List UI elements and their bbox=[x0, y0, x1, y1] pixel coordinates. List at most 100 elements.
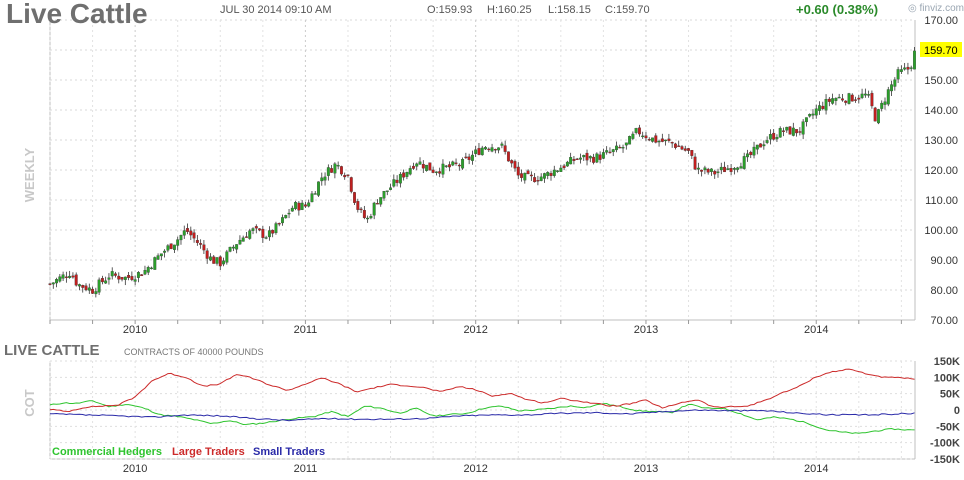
candle-body bbox=[431, 169, 435, 173]
candle-body bbox=[651, 137, 654, 142]
candle-body bbox=[461, 159, 465, 169]
candle-body bbox=[562, 165, 566, 169]
candle-body bbox=[107, 277, 111, 280]
candle-body bbox=[61, 274, 65, 279]
header-low: L:158.15 bbox=[548, 4, 591, 16]
candle-body bbox=[339, 166, 343, 175]
candle-body bbox=[362, 210, 366, 219]
candle-body bbox=[258, 228, 262, 231]
candle-body bbox=[356, 201, 360, 210]
candle-body bbox=[74, 274, 78, 286]
candle-body bbox=[683, 148, 687, 151]
candle-body bbox=[474, 149, 478, 154]
candle-body bbox=[133, 279, 137, 282]
candle-body bbox=[78, 284, 81, 287]
candle-body bbox=[565, 161, 569, 167]
candle-body bbox=[700, 169, 704, 172]
candle-body bbox=[192, 232, 196, 239]
candle-body bbox=[231, 246, 235, 249]
candle-body bbox=[464, 156, 468, 159]
candle-body bbox=[510, 160, 514, 164]
candle-body bbox=[601, 152, 605, 159]
candle-body bbox=[186, 228, 189, 232]
candle-body bbox=[114, 273, 117, 276]
candle-body bbox=[516, 166, 520, 176]
cot-y-tick-label: 0 bbox=[954, 405, 960, 417]
candle-body bbox=[893, 79, 897, 87]
candle-body bbox=[899, 69, 903, 72]
candle-body bbox=[245, 236, 248, 238]
candle-body bbox=[300, 202, 304, 210]
price-x-tick-label: 2011 bbox=[294, 324, 318, 336]
candle-body bbox=[723, 166, 727, 173]
price-x-tick-label: 2014 bbox=[804, 324, 828, 336]
candle-body bbox=[732, 168, 736, 170]
candle-body bbox=[628, 136, 632, 145]
candle-body bbox=[903, 67, 907, 70]
candle-body bbox=[529, 174, 533, 177]
candle-body bbox=[336, 165, 340, 167]
candle-body bbox=[746, 153, 749, 158]
candle-body bbox=[877, 109, 880, 124]
price-axis: 170.00160.00150.00140.00130.00120.00110.… bbox=[123, 15, 958, 336]
candle-body bbox=[64, 276, 68, 278]
candle-body bbox=[130, 276, 134, 280]
candle-body bbox=[716, 171, 720, 173]
candle-body bbox=[742, 156, 746, 169]
candle-body bbox=[526, 170, 530, 175]
candle-body bbox=[484, 147, 487, 150]
candle-body bbox=[153, 257, 157, 270]
candle-body bbox=[359, 208, 363, 211]
candle-body bbox=[870, 92, 874, 107]
candle-body bbox=[791, 127, 795, 136]
candle-body bbox=[303, 204, 307, 207]
candle-body bbox=[136, 272, 140, 278]
price-y-tick-label: 140.00 bbox=[924, 105, 958, 117]
candle-body bbox=[330, 168, 334, 173]
candle-body bbox=[48, 283, 52, 285]
candle-body bbox=[218, 256, 222, 267]
candle-body bbox=[395, 179, 399, 183]
candle-body bbox=[693, 156, 697, 170]
candle-body bbox=[546, 172, 550, 176]
candle-body bbox=[480, 147, 484, 156]
candle-body bbox=[539, 176, 543, 181]
candle-body bbox=[739, 166, 743, 169]
candle-body bbox=[487, 148, 491, 151]
candle-body bbox=[467, 156, 471, 160]
candle-body bbox=[857, 97, 861, 100]
cot-axis: 150K 100K 50K 0 -50K -100K -150K 2010 2011 2012 20… bbox=[123, 356, 960, 475]
candle-body bbox=[376, 203, 379, 205]
legend-commercial-hedgers: Commercial Hedgers bbox=[52, 446, 163, 458]
candle-body bbox=[913, 50, 916, 70]
candle-body bbox=[402, 172, 406, 178]
candle-body bbox=[749, 151, 753, 156]
cot-y-tick-label: -100K bbox=[930, 438, 960, 450]
candle-body bbox=[759, 143, 763, 148]
candle-body bbox=[418, 161, 422, 165]
candle-body bbox=[736, 167, 740, 170]
candle-body bbox=[690, 149, 694, 156]
price-y-tick-label: 150.00 bbox=[924, 75, 958, 87]
last-price-tag-bg bbox=[920, 42, 962, 57]
candle-body bbox=[176, 239, 180, 246]
candle-body bbox=[854, 99, 857, 101]
candle-body bbox=[366, 217, 370, 220]
candle-body bbox=[405, 172, 409, 177]
price-x-tick-label: 2010 bbox=[123, 324, 147, 336]
candle-body bbox=[755, 144, 759, 150]
finviz-brand-text: finviz.com bbox=[919, 3, 964, 14]
candle-body bbox=[575, 158, 579, 160]
candle-body bbox=[706, 168, 710, 173]
candle-body bbox=[611, 149, 615, 153]
candle-body bbox=[726, 168, 730, 170]
weekly-side-label: WEEKLY bbox=[22, 147, 37, 202]
candle-body bbox=[205, 250, 209, 259]
candle-body bbox=[448, 164, 451, 168]
candle-body bbox=[87, 287, 91, 291]
candle-body bbox=[307, 202, 311, 207]
finviz-brand[interactable]: ◎ finviz.com bbox=[908, 3, 964, 14]
cot-x-tick-label: 2010 bbox=[123, 463, 147, 475]
candle-body bbox=[238, 239, 242, 245]
candle-body bbox=[290, 207, 294, 212]
